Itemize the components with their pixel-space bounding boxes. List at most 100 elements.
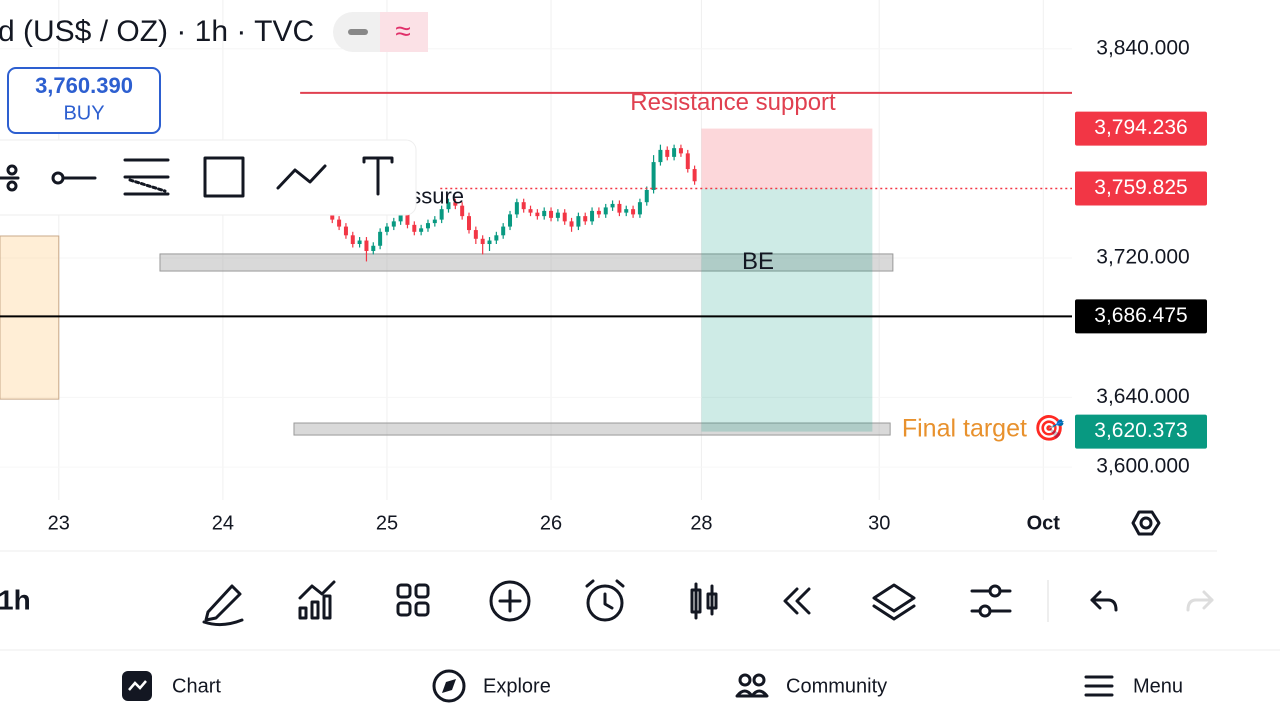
candle-body — [685, 153, 690, 170]
candle-body — [473, 230, 478, 239]
candle-body — [398, 212, 403, 222]
candle-body — [384, 226, 389, 232]
candle-body — [467, 216, 471, 231]
candle-body — [371, 245, 376, 251]
layouts[interactable] — [396, 583, 430, 617]
price-tag — [1075, 171, 1207, 206]
buy-price: 3,760.390 — [35, 73, 133, 98]
tool-path[interactable] — [276, 164, 327, 190]
position-stop — [701, 128, 873, 189]
draw-tool[interactable] — [202, 584, 244, 627]
candle-body — [521, 202, 526, 210]
candle-body — [343, 226, 348, 236]
candle-body — [364, 240, 369, 251]
x-tick-label: 30 — [868, 512, 890, 534]
candle-body — [644, 189, 649, 203]
y-tick-label: 3,600.000 — [1096, 455, 1189, 478]
zone-label: BE — [742, 248, 774, 275]
y-tick-label: 3,840.000 — [1096, 36, 1189, 59]
replay[interactable] — [783, 587, 811, 615]
candle-body — [391, 221, 396, 227]
zone-label: Final target 🎯 — [902, 415, 1065, 443]
candle-body — [405, 212, 410, 225]
zone — [293, 422, 891, 436]
candle-body — [658, 149, 663, 163]
nav-label: Community — [786, 675, 887, 697]
candle-body — [357, 240, 362, 245]
candle-body — [637, 202, 642, 215]
candle-body — [350, 235, 355, 245]
candle-body — [569, 221, 574, 227]
nav-label: Chart — [172, 675, 221, 697]
candle-body — [432, 219, 437, 224]
note: ssure — [410, 184, 464, 209]
x-tick-label: Oct — [1027, 512, 1061, 534]
candle-body — [494, 235, 499, 241]
tool-text[interactable] — [362, 156, 394, 196]
box-drawing — [0, 235, 60, 400]
add[interactable] — [489, 580, 531, 622]
price-tag-label: 3,794.236 — [1094, 116, 1187, 139]
drawing-toolbar — [0, 139, 417, 216]
price-axis: 23 24 25 26 28 30 Oct 3,840.000 3,720.000 3,640.0… — [48, 36, 1207, 534]
indicator-toggle[interactable]: ≈ — [333, 12, 428, 52]
price-tag — [1075, 111, 1207, 146]
candle-body — [672, 148, 677, 157]
candle-body — [542, 210, 547, 217]
layers[interactable] — [872, 583, 916, 621]
candle-body — [562, 212, 567, 222]
x-tick-label: 23 — [48, 512, 70, 534]
candle-body — [514, 202, 519, 215]
tool-trendlines[interactable] — [0, 164, 20, 192]
y-tick-label: 3,640.000 — [1096, 385, 1189, 408]
nav-explore[interactable]: Explore — [432, 669, 551, 703]
symbol-title: d (US$ / OZ) · 1h · TVC — [0, 15, 314, 48]
alert[interactable] — [585, 579, 625, 622]
candle-body — [678, 148, 683, 154]
candle-body — [487, 240, 492, 245]
resistance-label: Resistance support — [630, 89, 836, 116]
redo[interactable] — [1186, 590, 1214, 612]
nav-community[interactable]: Community — [735, 673, 887, 698]
price-tag — [1075, 414, 1207, 449]
tool-line[interactable] — [51, 171, 97, 185]
candle-body — [624, 209, 629, 213]
toolbar-icons — [202, 579, 1214, 627]
candle-body — [555, 212, 560, 218]
buy-button[interactable]: 3,760.390 BUY — [7, 67, 161, 134]
x-tick-label: 24 — [212, 512, 234, 534]
y-tick-label: 3,720.000 — [1096, 246, 1189, 269]
candle-body — [508, 214, 513, 227]
x-tick-label: 25 — [376, 512, 398, 534]
price-tag-label: 3,759.825 — [1094, 176, 1187, 199]
candle-body — [596, 210, 601, 215]
undo[interactable] — [1090, 590, 1118, 612]
price-tag-label: 3,686.475 — [1094, 304, 1187, 327]
candle-body — [549, 210, 554, 218]
candle-body — [419, 228, 424, 232]
candle-body — [446, 202, 451, 210]
settings[interactable] — [970, 584, 1012, 618]
price-tag-label: 3,620.373 — [1094, 419, 1187, 442]
x-tick-label: 28 — [690, 512, 712, 534]
tool-rectangle[interactable] — [203, 156, 245, 198]
indicators[interactable] — [298, 580, 336, 620]
nav-chart[interactable]: Chart — [122, 671, 221, 701]
candle-body — [631, 209, 636, 215]
tool-fib[interactable] — [123, 158, 170, 196]
nav-label: Explore — [483, 675, 551, 697]
x-tick-label: 26 — [540, 512, 562, 534]
chart-settings[interactable] — [1131, 510, 1161, 536]
candle-body — [665, 149, 670, 157]
candle-body — [439, 209, 444, 220]
candle-body — [535, 212, 540, 217]
interval[interactable]: 1h — [0, 584, 31, 615]
candle-body — [590, 210, 595, 222]
chart-type[interactable] — [690, 582, 718, 620]
candle-body — [337, 219, 342, 227]
candle-body — [692, 169, 697, 182]
nav-menu[interactable]: Menu — [1084, 675, 1183, 697]
candle-body — [501, 226, 506, 236]
